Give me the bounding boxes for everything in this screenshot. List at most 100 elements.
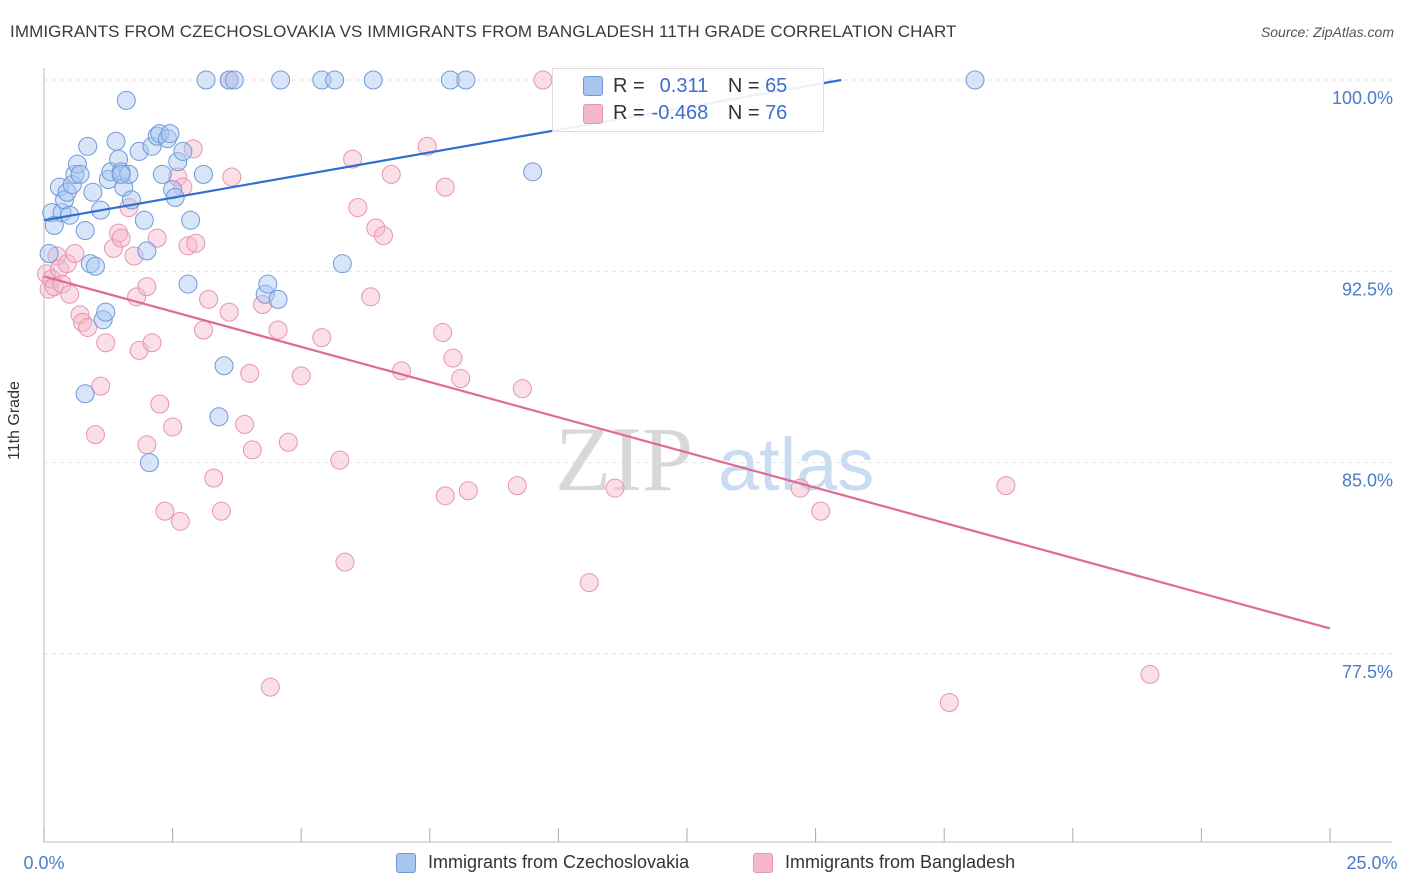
data-point-bangladesh bbox=[330, 450, 350, 470]
data-point-czechoslovakia bbox=[75, 384, 95, 404]
data-point-czechoslovakia bbox=[178, 274, 198, 294]
x-tick-label-right: 25.0% bbox=[1346, 853, 1397, 873]
data-point-bangladesh bbox=[443, 348, 463, 368]
data-point-bangladesh bbox=[579, 573, 599, 593]
data-point-bangladesh bbox=[147, 228, 167, 248]
trend-line-bangladesh bbox=[43, 275, 1331, 630]
data-point-bangladesh bbox=[335, 552, 355, 572]
data-point-czechoslovakia bbox=[83, 182, 103, 202]
data-point-bangladesh bbox=[96, 333, 116, 353]
data-point-czechoslovakia bbox=[134, 210, 154, 230]
stats-n-value: 65 bbox=[765, 75, 788, 97]
data-point-czechoslovakia bbox=[332, 254, 352, 274]
data-point-czechoslovakia bbox=[271, 70, 291, 90]
data-point-bangladesh bbox=[211, 501, 231, 521]
stats-r-value: 0.311 bbox=[659, 75, 709, 97]
data-point-bangladesh bbox=[240, 363, 260, 383]
data-point-bangladesh bbox=[433, 323, 453, 343]
legend-item-czechoslovakia[interactable]: Immigrants from Czechoslovakia bbox=[396, 852, 689, 873]
grid bbox=[44, 79, 1392, 655]
data-point-bangladesh bbox=[193, 320, 213, 340]
y-tick-label: 77.5% bbox=[1342, 662, 1393, 682]
data-point-bangladesh bbox=[219, 302, 239, 322]
data-point-czechoslovakia bbox=[137, 241, 157, 261]
stats-row-blue: R = 0.311 N = 65 bbox=[613, 75, 787, 99]
data-point-czechoslovakia bbox=[160, 124, 180, 144]
data-point-bangladesh bbox=[260, 677, 280, 697]
data-point-bangladesh bbox=[60, 284, 80, 304]
legend: Immigrants from Czechoslovakia Immigrant… bbox=[0, 850, 1406, 880]
stats-r-label: R = bbox=[613, 75, 645, 97]
stats-n-label: N = bbox=[727, 102, 760, 124]
data-point-bangladesh bbox=[150, 394, 170, 414]
data-point-czechoslovakia bbox=[363, 70, 383, 90]
data-point-czechoslovakia bbox=[39, 243, 59, 263]
data-point-bangladesh bbox=[91, 376, 111, 396]
blue-series bbox=[39, 70, 985, 473]
data-point-bangladesh bbox=[507, 476, 527, 496]
legend-swatch-pink bbox=[753, 852, 773, 873]
data-point-czechoslovakia bbox=[78, 136, 98, 156]
data-point-czechoslovakia bbox=[523, 162, 543, 182]
data-point-czechoslovakia bbox=[116, 90, 136, 110]
stats-row-pink: R = -0.468 N = 76 bbox=[613, 102, 787, 126]
legend-swatch-blue bbox=[396, 852, 416, 873]
stats-pink-swatch bbox=[583, 104, 603, 124]
data-point-czechoslovakia bbox=[214, 356, 234, 376]
stats-blue-swatch bbox=[583, 76, 603, 96]
legend-label: Immigrants from Czechoslovakia bbox=[428, 852, 690, 872]
pink-series bbox=[37, 70, 1160, 712]
data-point-bangladesh bbox=[435, 486, 455, 506]
x-tick-label-left: 0.0% bbox=[23, 853, 64, 873]
data-point-bangladesh bbox=[512, 379, 532, 399]
data-point-bangladesh bbox=[103, 238, 123, 258]
data-point-bangladesh bbox=[348, 198, 368, 218]
data-point-bangladesh bbox=[268, 320, 288, 340]
data-point-czechoslovakia bbox=[219, 70, 239, 90]
data-point-bangladesh bbox=[939, 692, 959, 712]
data-point-bangladesh bbox=[57, 254, 77, 274]
data-point-czechoslovakia bbox=[111, 164, 131, 184]
data-point-czechoslovakia bbox=[965, 70, 985, 90]
legend-label: Immigrants from Bangladesh bbox=[785, 852, 1016, 872]
data-point-bangladesh bbox=[137, 435, 157, 455]
data-point-bangladesh bbox=[155, 501, 175, 521]
data-point-czechoslovakia bbox=[129, 141, 149, 161]
stats-box: R = 0.311 N = 65 R = -0.468 N = 76 bbox=[552, 68, 824, 132]
data-point-czechoslovakia bbox=[268, 289, 288, 309]
data-point-bangladesh bbox=[811, 501, 831, 521]
data-point-czechoslovakia bbox=[55, 190, 75, 210]
data-point-bangladesh bbox=[124, 246, 144, 266]
data-point-czechoslovakia bbox=[440, 70, 460, 90]
data-point-bangladesh bbox=[65, 243, 85, 263]
data-point-czechoslovakia bbox=[106, 131, 126, 151]
data-point-bangladesh bbox=[186, 233, 206, 253]
watermark: ZIP atlas bbox=[555, 408, 874, 510]
data-point-czechoslovakia bbox=[193, 164, 213, 184]
watermark-atlas: atlas bbox=[718, 423, 874, 506]
y-tick-label: 85.0% bbox=[1342, 471, 1393, 491]
watermark-zip: ZIP bbox=[555, 408, 693, 510]
data-point-bangladesh bbox=[605, 478, 625, 498]
data-point-czechoslovakia bbox=[75, 221, 95, 241]
data-point-bangladesh bbox=[278, 432, 298, 452]
data-point-czechoslovakia bbox=[139, 453, 159, 473]
data-point-bangladesh bbox=[204, 468, 224, 488]
tick-labels: 77.5% 85.0% 92.5% 100.0% 0.0% 25.0% bbox=[23, 88, 1397, 873]
data-point-bangladesh bbox=[1140, 664, 1160, 684]
data-point-czechoslovakia bbox=[119, 164, 139, 184]
data-point-bangladesh bbox=[73, 312, 93, 332]
legend-item-bangladesh[interactable]: Immigrants from Bangladesh bbox=[753, 852, 1015, 873]
data-point-bangladesh bbox=[343, 149, 363, 169]
stats-r-value: -0.468 bbox=[651, 102, 709, 124]
data-point-czechoslovakia bbox=[325, 70, 345, 90]
data-point-bangladesh bbox=[291, 366, 311, 386]
data-point-czechoslovakia bbox=[224, 70, 244, 90]
stats-r-label: R = bbox=[613, 102, 645, 124]
data-point-bangladesh bbox=[361, 287, 381, 307]
data-point-bangladesh bbox=[170, 511, 190, 531]
data-point-bangladesh bbox=[44, 277, 64, 297]
data-point-czechoslovakia bbox=[80, 254, 100, 274]
y-tick-label: 100.0% bbox=[1332, 88, 1393, 108]
